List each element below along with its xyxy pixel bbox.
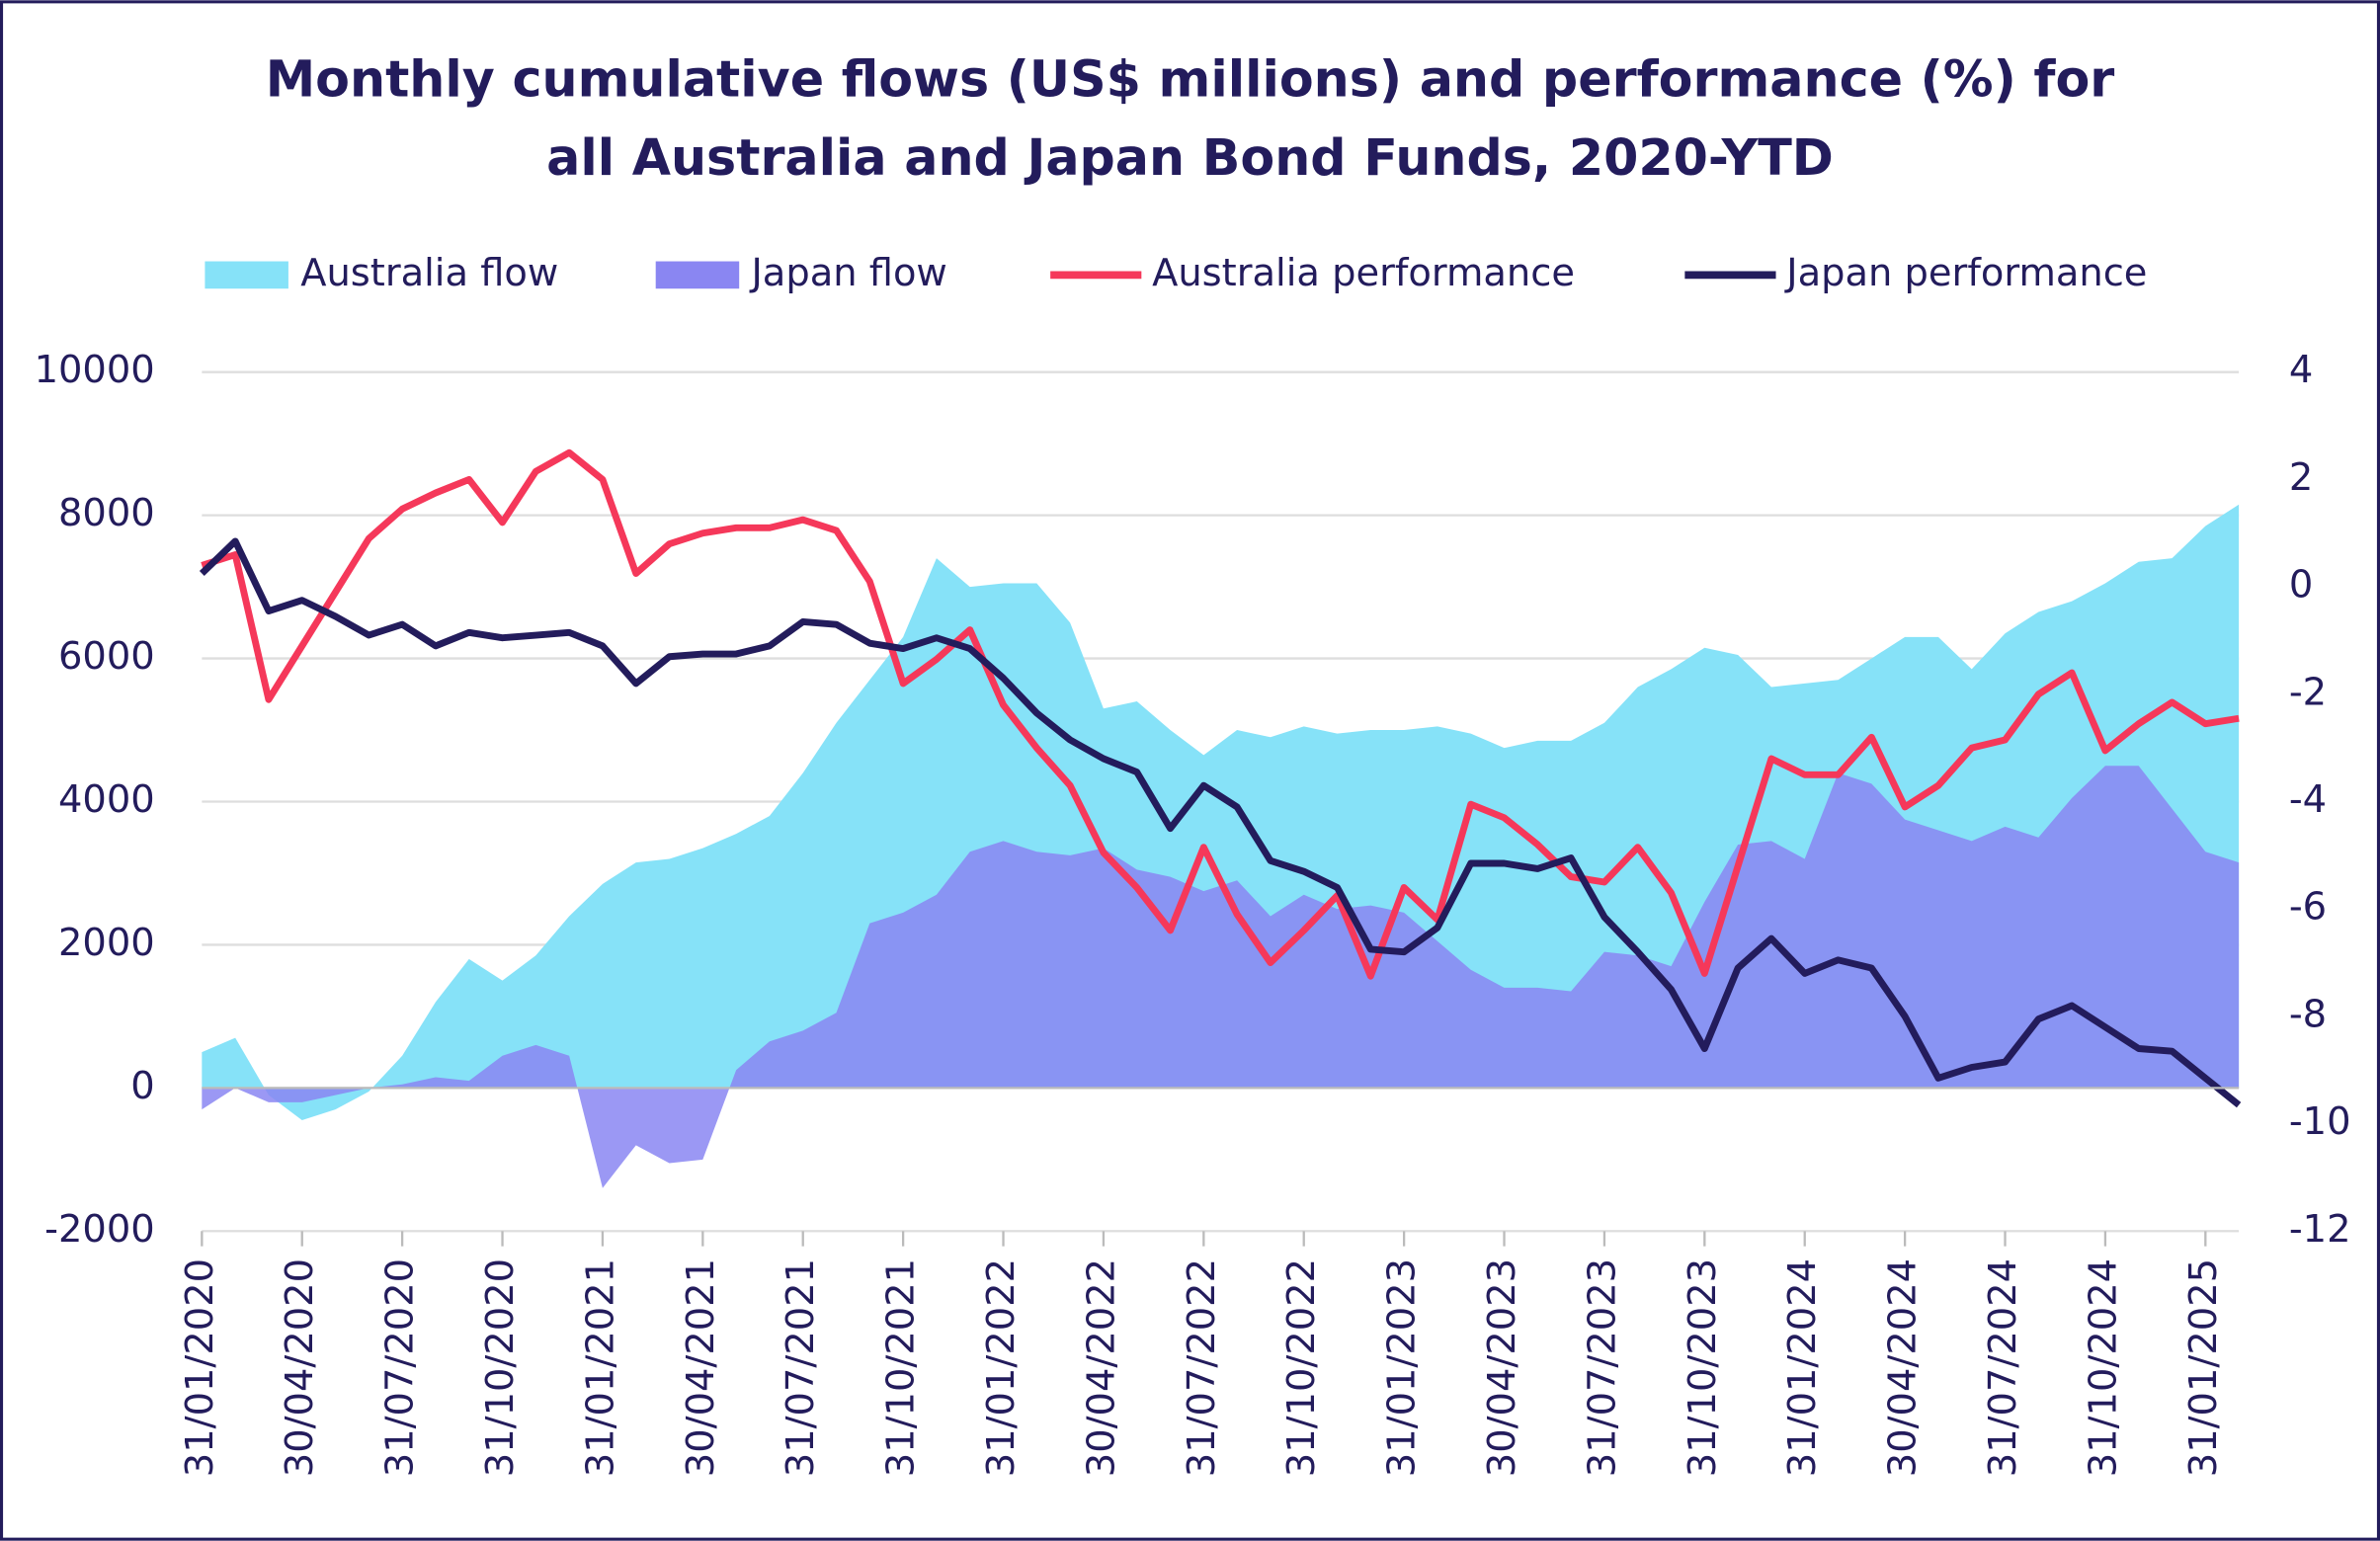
y-tick-label: 8000 (58, 491, 155, 535)
y-tick-label: 10000 (35, 348, 155, 392)
y2-tick-label: -10 (2289, 1099, 2351, 1144)
x-tick-label: 31/01/2021 (578, 1258, 622, 1477)
legend-swatch (205, 261, 288, 289)
x-tick-label: 31/07/2024 (1981, 1258, 2025, 1477)
x-tick-label: 31/07/2023 (1580, 1258, 1624, 1477)
x-tick-label: 31/10/2020 (478, 1258, 523, 1477)
x-tick-label: 31/01/2024 (1780, 1258, 1825, 1477)
chart-title: Monthly cumulative flows (US$ millions) … (266, 49, 2115, 108)
y-tick-label: 6000 (58, 634, 155, 679)
x-tick-label: 30/04/2021 (679, 1258, 723, 1477)
x-tick-label: 31/01/2023 (1380, 1258, 1425, 1477)
x-tick-label: 31/07/2022 (1180, 1258, 1224, 1477)
x-tick-label: 31/01/2025 (2181, 1258, 2226, 1477)
y2-tick-label: 0 (2289, 563, 2313, 608)
x-tick-label: 31/10/2022 (1279, 1258, 1324, 1477)
y2-tick-label: -4 (2289, 777, 2327, 822)
y2-tick-label: -8 (2289, 992, 2327, 1036)
x-tick-label: 31/07/2021 (779, 1258, 823, 1477)
y2-tick-label: -6 (2289, 885, 2327, 930)
y2-tick-label: 4 (2289, 348, 2313, 392)
y-tick-label: 2000 (58, 921, 155, 965)
legend-label: Australia performance (1152, 251, 1575, 295)
x-tick-label: 31/01/2022 (979, 1258, 1024, 1477)
legend-label: Japan performance (1784, 251, 2147, 295)
x-tick-label: 31/01/2020 (178, 1258, 222, 1477)
x-tick-label: 30/04/2024 (1881, 1258, 1926, 1477)
y-tick-label: 4000 (58, 777, 155, 822)
x-tick-label: 31/10/2021 (879, 1258, 924, 1477)
x-tick-label: 31/07/2020 (378, 1258, 423, 1477)
y2-tick-label: 2 (2289, 455, 2313, 500)
line (199, 537, 2242, 1108)
y-tick-label: -2000 (44, 1207, 155, 1252)
legend-label: Japan flow (749, 251, 946, 295)
y2-tick-label: -2 (2289, 670, 2327, 714)
area (202, 766, 2240, 1188)
y-tick-label: 0 (130, 1064, 154, 1108)
legend-label: Australia flow (300, 251, 558, 295)
x-tick-label: 30/04/2022 (1079, 1258, 1123, 1477)
legend-swatch (655, 261, 740, 289)
y2-tick-label: -12 (2289, 1207, 2351, 1252)
chart-title: all Australia and Japan Bond Funds, 2020… (546, 128, 1834, 187)
x-tick-label: 31/10/2023 (1681, 1258, 1725, 1477)
x-tick-label: 30/04/2023 (1480, 1258, 1524, 1477)
x-tick-label: 30/04/2020 (278, 1258, 322, 1477)
x-tick-label: 31/10/2024 (2081, 1258, 2125, 1477)
line (201, 448, 2240, 980)
